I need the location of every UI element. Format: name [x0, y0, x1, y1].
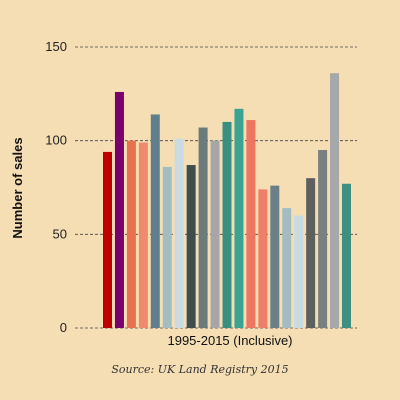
bar-2005	[223, 122, 232, 328]
bar-1999	[151, 114, 160, 328]
source-note: Source: UK Land Registry 2015	[111, 363, 288, 376]
bar-2010	[282, 208, 291, 328]
bar-1997	[127, 141, 136, 328]
y-tick-label: 150	[45, 39, 67, 54]
y-tick-label: 0	[60, 320, 67, 335]
bar-2013	[318, 150, 327, 328]
bar-2004	[211, 141, 220, 328]
y-tick-labels: 0 50 100 150	[45, 39, 67, 335]
bar-2014	[330, 73, 339, 328]
bar-2006	[234, 109, 243, 328]
bars	[103, 73, 351, 328]
bar-1998	[139, 143, 148, 328]
bar-2007	[246, 120, 255, 328]
bar-2012	[306, 178, 315, 328]
bar-2015	[342, 184, 351, 328]
bar-2011	[294, 216, 303, 328]
bar-1996	[115, 92, 124, 328]
bar-2001	[175, 139, 184, 328]
bar-2002	[187, 165, 196, 328]
y-tick-label: 50	[53, 226, 67, 241]
x-axis-title: 1995-2015 (Inclusive)	[167, 333, 292, 348]
y-tick-label: 100	[45, 133, 67, 148]
bar-1995	[103, 152, 112, 328]
y-axis-title: Number of sales	[10, 137, 25, 238]
bar-2003	[199, 128, 208, 328]
bar-2009	[270, 186, 279, 328]
bar-2000	[163, 167, 172, 328]
bar-2008	[258, 189, 267, 328]
